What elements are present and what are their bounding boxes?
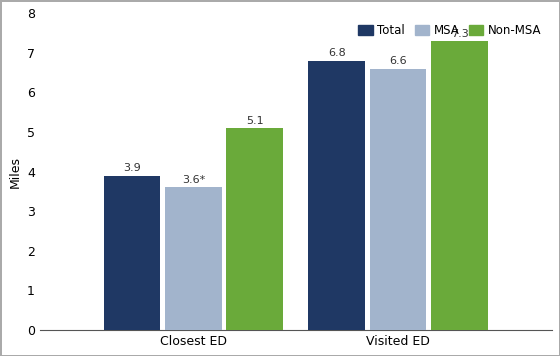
Text: 7.3: 7.3	[451, 28, 468, 39]
Bar	[309, 61, 365, 330]
Bar	[370, 69, 426, 330]
Text: 3.9: 3.9	[123, 163, 141, 173]
Bar	[226, 128, 283, 330]
Bar	[104, 176, 160, 330]
Bar	[165, 187, 222, 330]
Text: 5.1: 5.1	[246, 116, 264, 126]
Y-axis label: Miles: Miles	[8, 156, 21, 188]
Bar	[431, 41, 488, 330]
Text: 6.6: 6.6	[389, 56, 407, 66]
Legend: Total, MSA, Non-MSA: Total, MSA, Non-MSA	[354, 19, 546, 42]
Text: 6.8: 6.8	[328, 48, 346, 58]
Text: 3.6*: 3.6*	[181, 175, 205, 185]
